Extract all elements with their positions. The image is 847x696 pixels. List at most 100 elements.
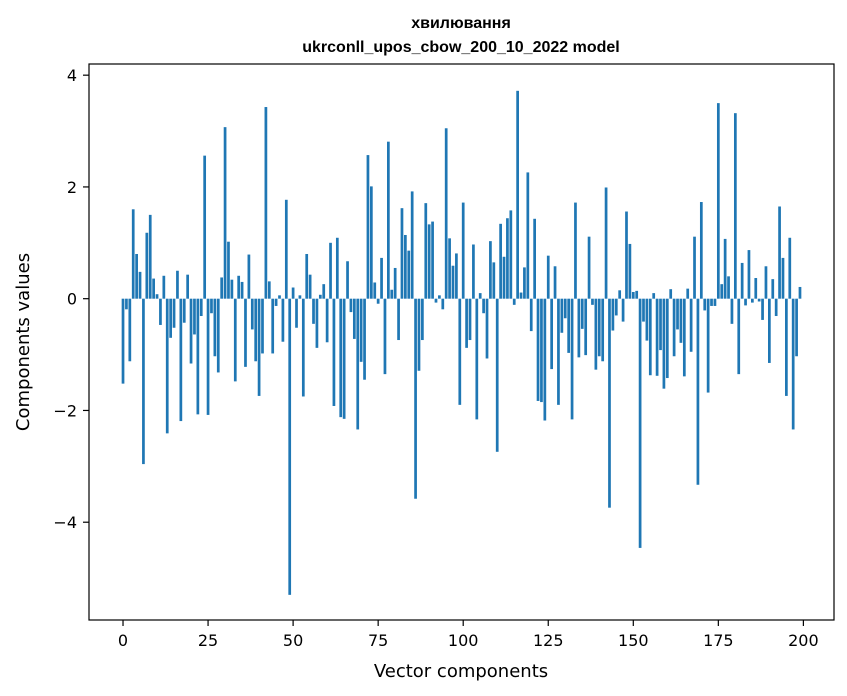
bar-33 — [233, 298, 237, 382]
bar-151 — [635, 290, 639, 299]
bar-39 — [254, 298, 258, 362]
bar-57 — [315, 298, 319, 348]
bar-45 — [274, 298, 278, 306]
bar-133 — [574, 202, 577, 299]
bar-187 — [757, 298, 761, 302]
bar-163 — [676, 298, 679, 330]
bar-5 — [138, 271, 142, 299]
bar-179 — [730, 298, 734, 324]
bars-group — [121, 90, 802, 595]
bar-86 — [414, 298, 417, 499]
bar-78 — [387, 141, 390, 299]
bar-109 — [492, 262, 496, 299]
bar-119 — [526, 172, 530, 299]
x-tick-label: 200 — [788, 631, 819, 650]
bar-11 — [159, 298, 162, 325]
bar-17 — [179, 298, 183, 422]
bar-126 — [550, 298, 554, 370]
bar-176 — [720, 284, 724, 299]
y-tick-label: 4 — [67, 66, 77, 85]
bar-3 — [131, 209, 135, 299]
bar-36 — [244, 298, 247, 367]
bar-79 — [390, 289, 394, 299]
bar-113 — [506, 218, 509, 299]
bar-167 — [689, 298, 693, 352]
bar-189 — [764, 266, 768, 299]
bar-90 — [427, 224, 431, 299]
bar-183 — [744, 298, 747, 306]
bar-66 — [346, 261, 349, 299]
bar-142 — [604, 187, 608, 299]
bar-97 — [451, 265, 455, 299]
bar-59 — [322, 284, 326, 299]
bar-111 — [499, 223, 502, 299]
bar-31 — [227, 241, 230, 299]
bar-115 — [512, 298, 516, 305]
bar-190 — [768, 298, 771, 363]
bar-49 — [288, 298, 292, 595]
bar-154 — [645, 298, 649, 341]
bar-74 — [373, 282, 377, 299]
bar-70 — [359, 298, 363, 362]
bar-29 — [220, 277, 224, 299]
bar-37 — [247, 254, 251, 299]
bar-146 — [618, 290, 622, 299]
bar-101 — [465, 298, 468, 348]
bar-19 — [186, 274, 190, 299]
bar-103 — [472, 244, 475, 299]
bar-89 — [424, 203, 428, 299]
bar-73 — [369, 186, 373, 299]
y-tick-label: −4 — [53, 513, 77, 532]
bar-150 — [631, 291, 635, 299]
bar-105 — [478, 293, 482, 299]
bar-114 — [509, 210, 513, 299]
bar-6 — [142, 298, 145, 465]
x-tick-label: 175 — [703, 631, 734, 650]
bar-2 — [128, 298, 132, 362]
bar-165 — [682, 298, 686, 377]
bar-83 — [404, 234, 407, 299]
bar-96 — [448, 238, 451, 299]
bar-192 — [774, 298, 778, 317]
bar-147 — [621, 298, 625, 322]
bar-53 — [301, 298, 305, 397]
y-axis: −4 −2 0 2 4 — [53, 66, 89, 532]
bar-152 — [638, 298, 642, 548]
bar-54 — [305, 253, 309, 299]
bar-174 — [713, 298, 717, 306]
bar-191 — [771, 279, 775, 299]
bar-87 — [417, 298, 421, 371]
x-tick-label: 150 — [618, 631, 649, 650]
chart-subtitle: ukrconll_upos_cbow_200_10_2022 model — [302, 39, 619, 56]
bar-164 — [679, 298, 683, 343]
x-tick-label: 25 — [198, 631, 218, 650]
bar-7 — [145, 232, 149, 299]
bar-140 — [597, 298, 601, 357]
bar-43 — [267, 281, 271, 299]
bar-195 — [785, 298, 788, 396]
bar-76 — [380, 257, 383, 299]
bar-155 — [648, 298, 652, 376]
bar-77 — [383, 298, 387, 375]
bar-21 — [193, 298, 196, 335]
bar-26 — [210, 298, 213, 314]
bar-136 — [584, 298, 588, 356]
bar-168 — [693, 236, 696, 299]
bar-128 — [557, 298, 560, 405]
bar-9 — [152, 278, 155, 299]
bar-198 — [795, 298, 798, 357]
bar-117 — [519, 292, 523, 299]
bar-199 — [798, 286, 802, 299]
bar-170 — [699, 202, 703, 299]
bar-15 — [172, 298, 176, 328]
y-tick-label: 0 — [67, 290, 77, 309]
bar-180 — [733, 113, 737, 299]
bar-61 — [329, 242, 332, 299]
bar-121 — [533, 218, 536, 299]
bar-62 — [332, 298, 336, 406]
bar-28 — [216, 298, 220, 373]
x-axis: 0 25 50 75 100 125 150 175 200 — [118, 620, 819, 650]
bar-116 — [516, 90, 519, 299]
y-tick-label: 2 — [67, 178, 77, 197]
